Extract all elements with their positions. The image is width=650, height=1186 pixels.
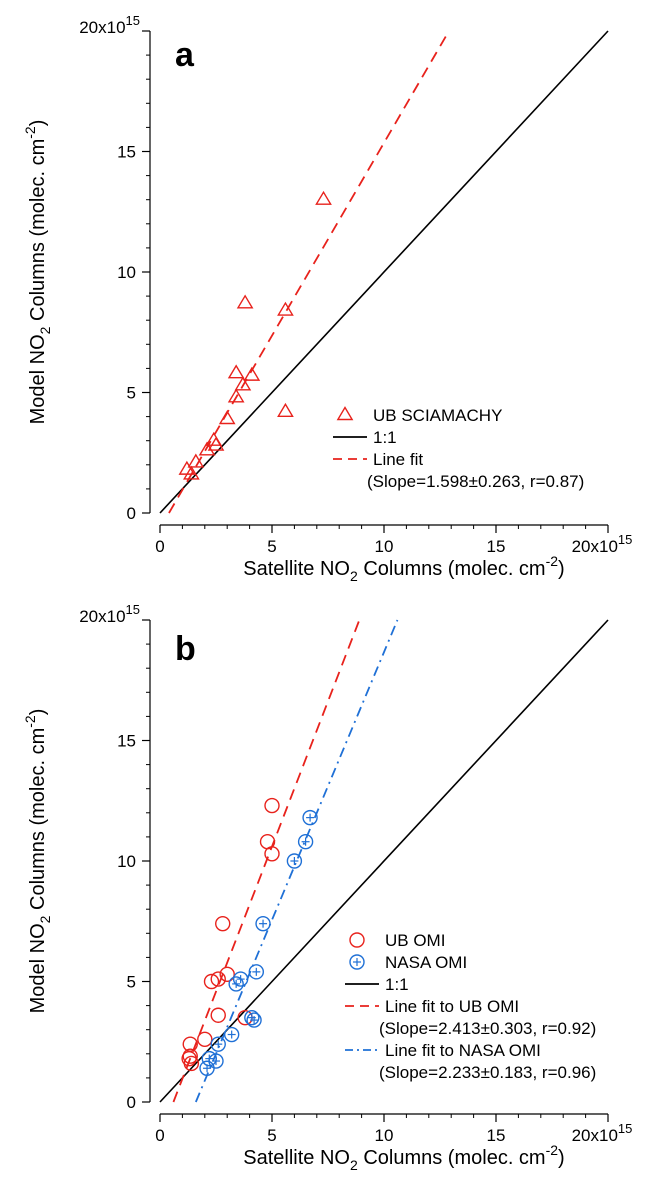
x-tick-label: 5	[267, 1126, 276, 1145]
marker-ring	[210, 1036, 226, 1052]
line-line-fit-to-ub-omi	[172, 619, 361, 1103]
x-axis-label: Satellite NO2 Columns (molec. cm-2)	[243, 553, 564, 584]
data-point	[315, 190, 332, 205]
legend-note: (Slope=1.598±0.263, r=0.87)	[367, 472, 584, 491]
data-point	[183, 465, 200, 480]
x-tick-label: 10	[375, 1126, 394, 1145]
y-axis-label: Model NO2 Columns (molec. cm-2)	[22, 709, 53, 1014]
legend-label: UB OMI	[385, 931, 445, 950]
data-point	[286, 853, 303, 869]
marker-ring	[208, 1053, 224, 1069]
data-point	[243, 366, 261, 381]
marker-ring	[255, 915, 271, 932]
marker-ring	[246, 1012, 262, 1028]
marker-ring	[297, 834, 314, 850]
y-tick-label: 10	[117, 263, 136, 282]
data-point	[297, 834, 314, 850]
legend: UB SCIAMACHY 1:1 Line fit (Slope=1.598±0.26…	[333, 406, 584, 491]
legend-label: 1:1	[373, 428, 397, 447]
legend-marker	[349, 932, 365, 948]
legend-label: Line fit to NASA OMI	[385, 1041, 541, 1060]
data-point	[246, 1012, 262, 1028]
y-tick-label: 15	[117, 143, 136, 162]
data-point	[232, 971, 249, 987]
marker-ring	[286, 853, 303, 869]
marker-ring	[232, 971, 249, 987]
data-point	[203, 973, 220, 990]
marker-ring	[302, 809, 318, 826]
y-tick-label: 10	[117, 852, 136, 871]
legend-label: Line fit to UB OMI	[385, 997, 519, 1016]
line-1-1	[159, 30, 609, 514]
data-point	[187, 453, 205, 468]
data-point	[302, 809, 318, 826]
data-point	[210, 971, 226, 987]
y-axis-label: Model NO2 Columns (molec. cm-2)	[22, 120, 53, 425]
x-tick-label-max: 20x1015	[572, 532, 633, 556]
data-point	[223, 1026, 240, 1043]
data-point	[234, 376, 252, 391]
data-point	[227, 388, 245, 403]
data-point	[207, 436, 225, 451]
marker-ring	[223, 1026, 240, 1043]
legend-label: Line fit	[373, 450, 423, 469]
x-tick-label: 0	[155, 1126, 164, 1145]
y-tick-label: 0	[127, 1093, 136, 1112]
chart-panel-b: 0 5 10 15 20x1015 0 5 10 15 20x1015 Satellite NO2 …	[22, 602, 632, 1173]
y-tick-label: 15	[117, 732, 136, 751]
data-point	[197, 1031, 213, 1048]
data-point	[236, 294, 254, 309]
y-tick-label-max: 20x1015	[79, 602, 140, 626]
data-point	[218, 410, 236, 425]
series-ub-omi	[181, 797, 280, 1072]
line-line-fit	[168, 30, 450, 514]
x-tick-label: 5	[267, 537, 276, 556]
legend-label: UB SCIAMACHY	[373, 406, 502, 425]
x-axis-label: Satellite NO2 Columns (molec. cm-2)	[243, 1142, 564, 1173]
data-point	[227, 364, 245, 379]
marker-ring	[349, 954, 365, 970]
data-point	[219, 966, 235, 982]
panel-letter: b	[175, 630, 196, 668]
data-point	[208, 1053, 224, 1069]
data-point	[183, 1055, 200, 1072]
marker-ring	[228, 976, 244, 992]
legend-marker	[336, 406, 354, 421]
data-point	[182, 1048, 198, 1064]
data-point	[277, 402, 294, 417]
y-tick-label-max: 20x1015	[79, 13, 140, 37]
x-tick-label-max: 20x1015	[572, 1121, 633, 1145]
data-point	[264, 797, 280, 814]
legend-marker	[349, 954, 365, 970]
data-point	[277, 301, 294, 316]
series-nasa-omi	[199, 809, 318, 1076]
series-ub-sciamachy	[178, 190, 332, 480]
data-point	[264, 846, 280, 862]
x-tick-label: 15	[487, 1126, 506, 1145]
y-tick-label: 5	[127, 384, 136, 403]
x-tick-label: 0	[155, 537, 164, 556]
panel-letter: a	[175, 36, 195, 74]
data-point	[198, 441, 216, 456]
legend: UB OMI NASA OMI 1:1 Line fit to UB OMI (Slop…	[345, 931, 596, 1082]
legend-note: (Slope=2.413±0.303, r=0.92)	[379, 1019, 596, 1038]
data-point	[255, 915, 271, 932]
chart-panel-a: 0 5 10 15 20x1015 0 5 10 15 20x1015 Satellite NO2 …	[22, 13, 632, 584]
legend-note: (Slope=2.233±0.183, r=0.96)	[379, 1063, 596, 1082]
data-point	[210, 1036, 226, 1052]
x-tick-label: 15	[487, 537, 506, 556]
y-tick-label: 5	[127, 973, 136, 992]
marker-ring	[244, 1009, 260, 1026]
legend-label: 1:1	[385, 975, 409, 994]
marker-ring	[248, 964, 265, 980]
line-1-1	[159, 619, 609, 1103]
x-tick-label: 10	[375, 537, 394, 556]
data-point	[215, 915, 231, 932]
data-point	[182, 1036, 198, 1052]
data-point	[248, 964, 265, 980]
y-tick-label: 0	[127, 504, 136, 523]
legend-label: NASA OMI	[385, 953, 467, 972]
data-point	[210, 1007, 226, 1023]
